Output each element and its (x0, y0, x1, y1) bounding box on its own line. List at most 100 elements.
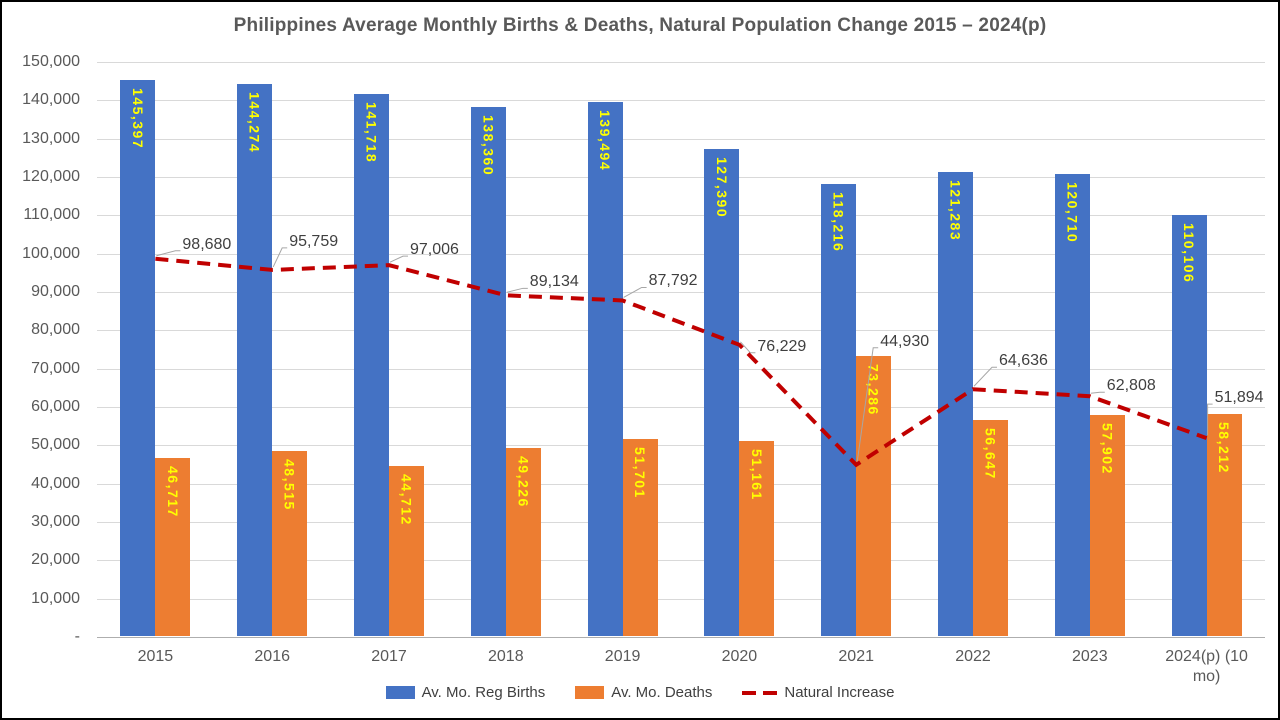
plot-area: 145,397 144,274 141,718 138,360 139,494 127,3… (97, 62, 1265, 638)
natural-increase-label: 87,792 (648, 272, 698, 290)
legend: Av. Mo. Reg Births Av. Mo. Deaths Natural … (2, 684, 1278, 701)
natural-increase-label: 89,134 (529, 273, 579, 291)
x-tick-label: 2018 (488, 648, 524, 665)
bar-value-label: 144,274 (246, 91, 263, 154)
gridline (97, 62, 1265, 63)
bar-value-label: 141,718 (363, 101, 380, 163)
deaths-bar-2020 (739, 440, 775, 636)
legend-label: Natural Increase (784, 684, 895, 701)
y-tick-label: 140,000 (22, 91, 80, 109)
deaths-bar-2024(p) (10 mo) (1206, 413, 1242, 636)
births-bar-2020 (704, 148, 740, 636)
bar-value-label: 139,494 (597, 110, 614, 172)
y-tick-label: 20,000 (31, 551, 80, 569)
y-tick-label: 30,000 (31, 513, 80, 530)
legend-label: Av. Mo. Deaths (611, 684, 713, 701)
bar-value-label: 121,283 (947, 180, 964, 242)
bar-value-label: 127,390 (713, 156, 730, 218)
gridline (97, 292, 1265, 293)
gridline (97, 598, 1265, 600)
bar-value-label: 46,717 (164, 465, 181, 518)
x-tick-label: 2023 (1072, 648, 1108, 665)
natural-increase-label: 95,759 (289, 232, 339, 250)
y-tick-label: 150,000 (22, 53, 80, 70)
y-tick-label: 70,000 (31, 359, 80, 377)
natural-increase-label: 51,894 (1214, 389, 1264, 407)
bar-value-label: 58,212 (1216, 421, 1233, 474)
births-bar-2023 (1054, 174, 1090, 636)
gridline (97, 483, 1265, 485)
x-tick-label: 2021 (838, 648, 874, 665)
gridline (97, 177, 1265, 178)
gridline (97, 637, 1265, 638)
y-tick-label: 50,000 (31, 436, 80, 454)
births-bar-2018 (470, 106, 506, 636)
y-tick-label: - (74, 628, 80, 645)
births-bar-2022 (938, 172, 973, 636)
gridline (97, 368, 1265, 370)
natural-increase-label: 64,636 (999, 352, 1048, 370)
bar-value-label: 49,226 (515, 456, 532, 509)
y-tick-label: 10,000 (31, 589, 80, 607)
y-tick-label: 130,000 (22, 129, 80, 147)
bar-value-label: 73,286 (865, 364, 882, 416)
legend-swatch-icon (575, 686, 605, 699)
natural-increase-label: 62,808 (1106, 377, 1156, 395)
births-bar-2019 (587, 102, 623, 636)
y-tick-label: 40,000 (31, 474, 80, 492)
bar-value-label: 44,712 (398, 473, 415, 526)
deaths-bar-2017 (389, 465, 424, 636)
legend-item: Av. Mo. Reg Births (385, 684, 546, 701)
x-tick-label: 2020 (721, 648, 758, 665)
births-bar-2015 (120, 79, 156, 636)
x-tick-label: 2019 (604, 648, 641, 665)
y-tick-label: 110,000 (23, 206, 80, 224)
x-tick-label: 2015 (137, 648, 174, 665)
bar-value-label: 118,216 (830, 191, 847, 253)
gridline (97, 253, 1265, 255)
births-bar-2024(p) (10 mo) (1171, 214, 1207, 636)
deaths-bar-2015 (155, 457, 191, 636)
gridline (97, 407, 1265, 408)
y-tick-label: 80,000 (31, 321, 80, 339)
deaths-bar-2023 (1089, 415, 1125, 636)
deaths-bar-2016 (272, 451, 308, 636)
bar-value-label: 110,106 (1181, 222, 1198, 284)
legend-item: Av. Mo. Deaths (575, 684, 712, 701)
gridline (97, 100, 1265, 102)
x-tick-label: 2024(p) (10 mo) (1165, 648, 1248, 685)
births-bar-2021 (821, 183, 857, 636)
legend-dashed-line-icon (742, 690, 778, 695)
gridline (97, 445, 1265, 447)
deaths-bar-2022 (973, 419, 1008, 636)
natural-increase-label: 97,006 (410, 241, 459, 259)
natural-increase-label: 44,930 (880, 332, 930, 350)
chart-title: Philippines Average Monthly Births & Dea… (233, 15, 1047, 36)
bar-value-label: 145,397 (129, 87, 146, 149)
deaths-bar-2018 (505, 448, 541, 636)
gridline (97, 330, 1265, 332)
y-tick-label: 100,000 (22, 244, 80, 262)
bar-value-label: 56,647 (982, 427, 999, 480)
y-tick-label: 90,000 (31, 283, 80, 300)
bar-value-label: 51,161 (748, 448, 765, 501)
bar-value-label: 57,902 (1099, 423, 1116, 475)
deaths-bar-2019 (622, 438, 658, 636)
deaths-bar-2021 (856, 356, 892, 636)
gridline (97, 522, 1265, 523)
natural-increase-label: 76,229 (757, 337, 807, 355)
natural-increase-label: 98,680 (182, 235, 232, 253)
legend-label: Av. Mo. Reg Births (421, 684, 546, 701)
bar-value-label: 138,360 (480, 114, 497, 176)
natural-increase-line (155, 247, 1213, 468)
x-tick-label: 2022 (955, 648, 991, 665)
bar-value-label: 120,710 (1064, 182, 1081, 244)
bar-value-label: 48,515 (281, 459, 298, 511)
gridline (97, 560, 1265, 562)
y-tick-label: 60,000 (31, 398, 80, 415)
legend-item: Natural Increase (742, 684, 894, 701)
x-tick-label: 2016 (254, 648, 290, 665)
y-tick-label: 120,000 (22, 168, 80, 185)
x-tick-label: 2017 (371, 648, 407, 665)
